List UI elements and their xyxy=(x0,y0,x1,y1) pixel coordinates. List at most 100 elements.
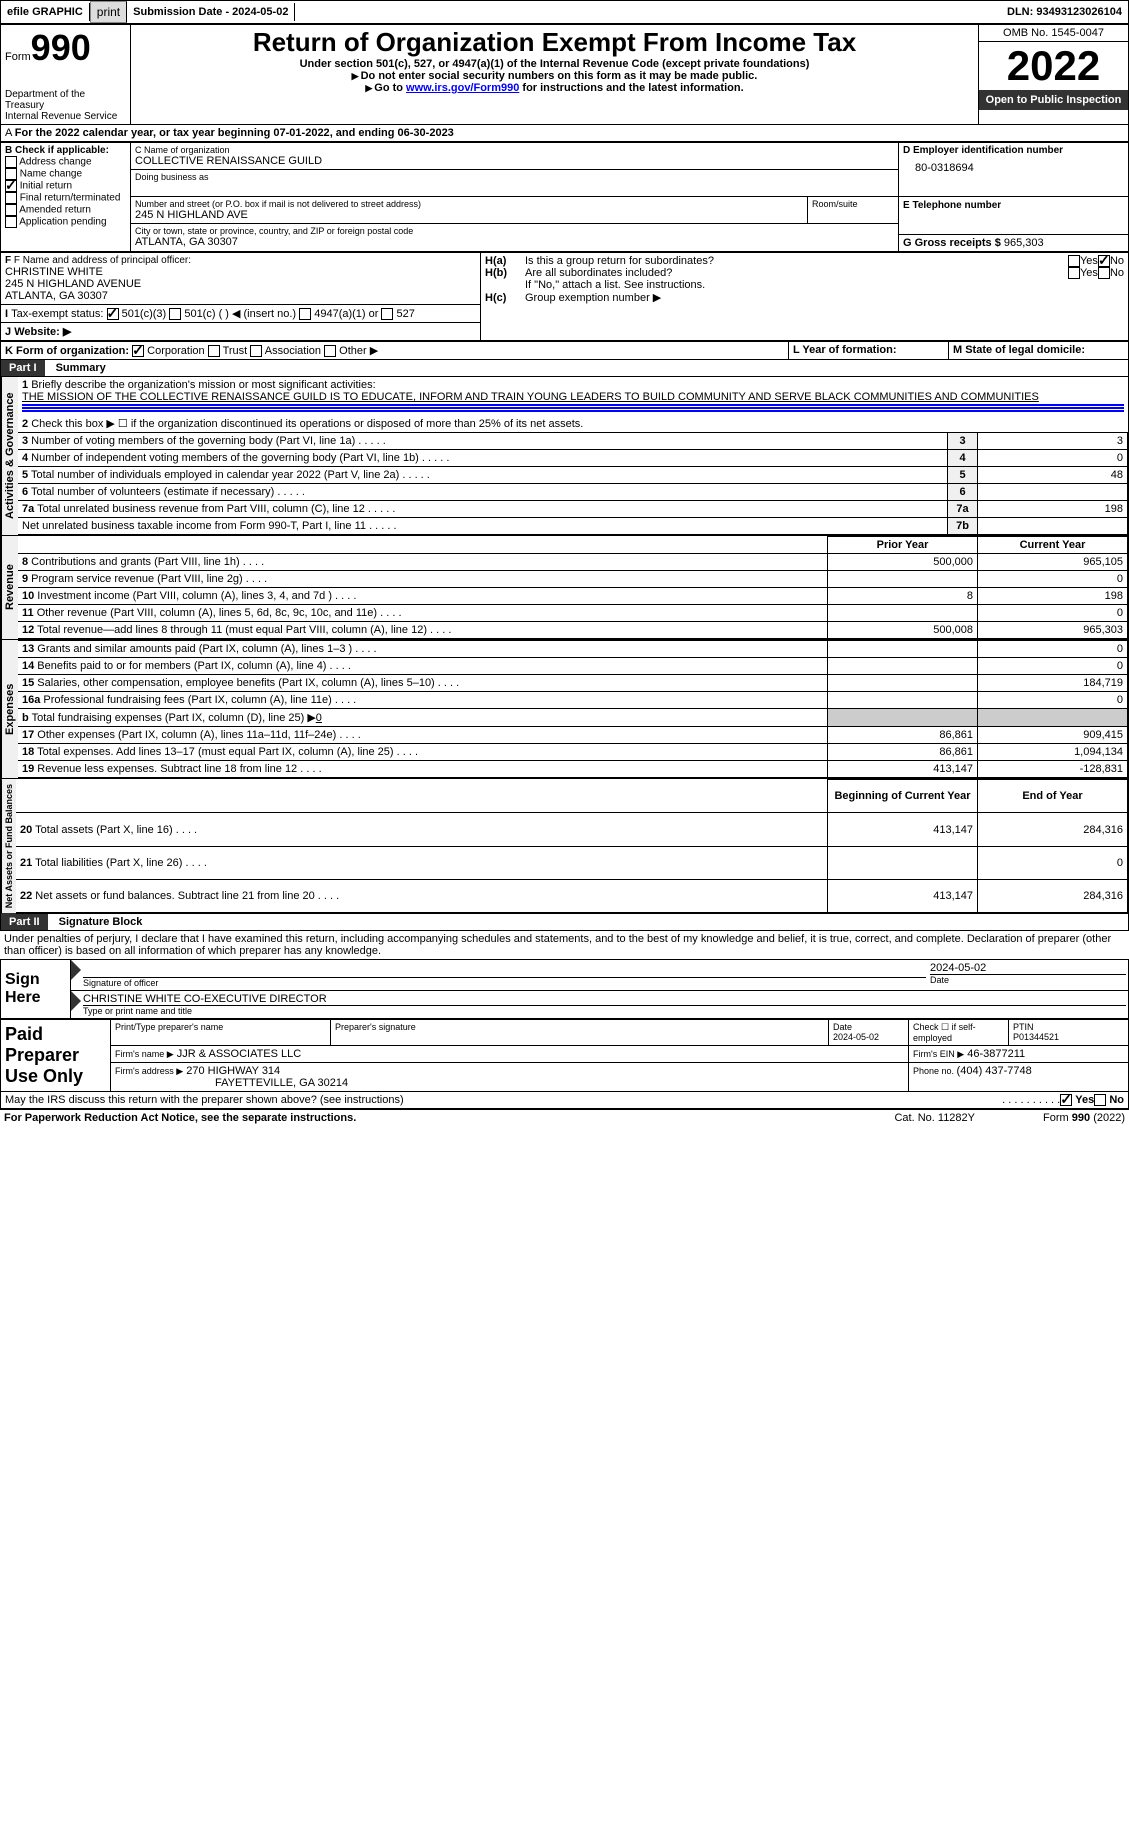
pra-notice: For Paperwork Reduction Act Notice, see … xyxy=(4,1112,894,1124)
rev-table: Prior YearCurrent Year 8 Contributions a… xyxy=(18,536,1128,639)
table-row: 6 Total number of volunteers (estimate i… xyxy=(18,484,1128,501)
sig-officer-label: Signature of officer xyxy=(83,978,926,988)
table-row: 15 Salaries, other compensation, employe… xyxy=(18,675,1128,692)
part2-title: Signature Block xyxy=(51,914,151,930)
submission-date: Submission Date - 2024-05-02 xyxy=(127,3,295,21)
city-label: City or town, state or province, country… xyxy=(135,226,894,236)
firm-name: JJR & ASSOCIATES LLC xyxy=(177,1048,302,1060)
sign-block: Sign Here Signature of officer 2024-05-0… xyxy=(0,959,1129,1019)
sig-date: 2024-05-02 xyxy=(930,962,1126,975)
cb-other[interactable]: Other ▶ xyxy=(324,345,378,357)
table-row: 7a Total unrelated business revenue from… xyxy=(18,501,1128,518)
part2-header: Part II xyxy=(1,914,48,930)
print-button[interactable]: print xyxy=(90,1,127,23)
form-sub3: Go to www.irs.gov/Form990 for instructio… xyxy=(135,82,974,94)
ag-table: 3 Number of voting members of the govern… xyxy=(18,432,1128,535)
cb-name[interactable]: Name change xyxy=(5,168,126,180)
ha-no[interactable]: No xyxy=(1098,255,1124,267)
period-row: A For the 2022 calendar year, or tax yea… xyxy=(0,125,1129,142)
hb-note: If "No," attach a list. See instructions… xyxy=(485,279,1124,291)
cb-trust[interactable]: Trust xyxy=(208,345,248,357)
firm-addr: 270 HIGHWAY 314 xyxy=(186,1065,280,1077)
may-irs-text: May the IRS discuss this return with the… xyxy=(5,1094,1002,1106)
mission-text: THE MISSION OF THE COLLECTIVE RENAISSANC… xyxy=(22,391,1039,403)
firm-phone: (404) 437-7748 xyxy=(957,1065,1032,1077)
block-f-label: F F Name and address of principal office… xyxy=(5,255,476,266)
table-row: 10 Investment income (Part VIII, column … xyxy=(18,588,1128,605)
prep-date: 2024-05-02 xyxy=(833,1032,879,1042)
table-row: 20 Total assets (Part X, line 16) . . . … xyxy=(16,813,1128,846)
l1-label: Briefly describe the organization's miss… xyxy=(31,379,375,391)
cb-527[interactable]: 527 xyxy=(381,308,414,320)
cb-final[interactable]: Final return/terminated xyxy=(5,192,126,204)
addr-label: Number and street (or P.O. box if mail i… xyxy=(135,199,803,209)
form-title: Return of Organization Exempt From Incom… xyxy=(135,27,974,58)
block-j-label: Website: ▶ xyxy=(14,326,71,338)
preparer-block: Paid Preparer Use Only Print/Type prepar… xyxy=(0,1019,1129,1092)
table-row: 17 Other expenses (Part IX, column (A), … xyxy=(18,727,1128,744)
hb-no[interactable]: No xyxy=(1098,267,1124,279)
may-no[interactable]: No xyxy=(1094,1094,1124,1106)
table-row: 4 Number of independent voting members o… xyxy=(18,450,1128,467)
table-row: 12 Total revenue—add lines 8 through 11 … xyxy=(18,622,1128,639)
cb-app[interactable]: Application pending xyxy=(5,216,126,228)
table-row: 8 Contributions and grants (Part VIII, l… xyxy=(18,554,1128,571)
cb-amended[interactable]: Amended return xyxy=(5,204,126,216)
org-name: COLLECTIVE RENAISSANCE GUILD xyxy=(135,155,894,167)
cb-address[interactable]: Address change xyxy=(5,156,126,168)
tax-year: 2022 xyxy=(979,42,1128,90)
cb-501c3[interactable]: 501(c)(3) xyxy=(107,308,167,320)
table-row: 21 Total liabilities (Part X, line 26) .… xyxy=(16,846,1128,879)
officer-name: CHRISTINE WHITE xyxy=(5,266,476,278)
firm-city: FAYETTEVILLE, GA 30214 xyxy=(115,1077,348,1089)
section-exp: Expenses xyxy=(1,640,18,778)
block-i-label: Tax-exempt status: xyxy=(11,308,103,320)
table-row: 18 Total expenses. Add lines 13–17 (must… xyxy=(18,744,1128,761)
city: ATLANTA, GA 30307 xyxy=(135,236,894,248)
may-yes[interactable]: Yes xyxy=(1060,1094,1094,1106)
type-name-label: Type or print name and title xyxy=(83,1006,1126,1016)
dln: DLN: 93493123026104 xyxy=(1001,3,1128,21)
arrow-icon xyxy=(71,960,81,980)
cb-corp[interactable]: Corporation xyxy=(132,345,205,357)
ha-yes[interactable]: Yes xyxy=(1068,255,1098,267)
table-row: 16a Professional fundraising fees (Part … xyxy=(18,692,1128,709)
na-table: Beginning of Current YearEnd of Year 20 … xyxy=(16,779,1128,913)
header-blocks: B Check if applicable: Address change Na… xyxy=(0,142,1129,252)
top-bar: efile GRAPHIC print Submission Date - 20… xyxy=(0,0,1129,24)
table-row: 9 Program service revenue (Part VIII, li… xyxy=(18,571,1128,588)
irs-link[interactable]: www.irs.gov/Form990 xyxy=(406,82,519,94)
cb-4947[interactable]: 4947(a)(1) or xyxy=(299,308,378,320)
paid-prep-label: Paid Preparer Use Only xyxy=(1,1020,111,1092)
dba-label: Doing business as xyxy=(135,172,894,182)
cb-initial[interactable]: Initial return xyxy=(5,180,126,192)
cb-assoc[interactable]: Association xyxy=(250,345,321,357)
table-row: 3 Number of voting members of the govern… xyxy=(18,433,1128,450)
prep-sig-label: Preparer's signature xyxy=(331,1020,829,1046)
efile-label: efile GRAPHIC xyxy=(1,3,90,21)
cb-501c[interactable]: 501(c) ( ) ◀ (insert no.) xyxy=(169,308,296,320)
ein: 80-0318694 xyxy=(903,156,1124,174)
block-b-label: B Check if applicable: xyxy=(5,145,126,156)
block-l-label: L Year of formation: xyxy=(793,344,897,356)
table-row: 11 Other revenue (Part VIII, column (A),… xyxy=(18,605,1128,622)
hc-text: Group exemption number ▶ xyxy=(525,292,661,304)
form-label: Form xyxy=(5,51,31,63)
room-label: Room/suite xyxy=(808,197,898,223)
section-na: Net Assets or Fund Balances xyxy=(1,779,16,913)
exp-table: 13 Grants and similar amounts paid (Part… xyxy=(18,640,1128,778)
ha-text: Is this a group return for subordinates? xyxy=(525,255,1068,267)
firm-ein: 46-3877211 xyxy=(967,1048,1025,1060)
table-row: Net unrelated business taxable income fr… xyxy=(18,518,1128,535)
hb-yes[interactable]: Yes xyxy=(1068,267,1098,279)
form-sub1: Under section 501(c), 527, or 4947(a)(1)… xyxy=(135,58,974,70)
block-c-name-label: C Name of organization xyxy=(135,145,894,155)
cat-no: Cat. No. 11282Y xyxy=(894,1112,975,1124)
block-e-label: E Telephone number xyxy=(903,200,1001,211)
check-se[interactable]: Check ☐ if self-employed xyxy=(909,1020,1009,1046)
table-row: 13 Grants and similar amounts paid (Part… xyxy=(18,641,1128,658)
block-g-label: G Gross receipts $ xyxy=(903,237,1004,249)
section-ag: Activities & Governance xyxy=(1,377,18,535)
table-row: b Total fundraising expenses (Part IX, c… xyxy=(18,709,1128,727)
part1-title: Summary xyxy=(48,360,114,376)
